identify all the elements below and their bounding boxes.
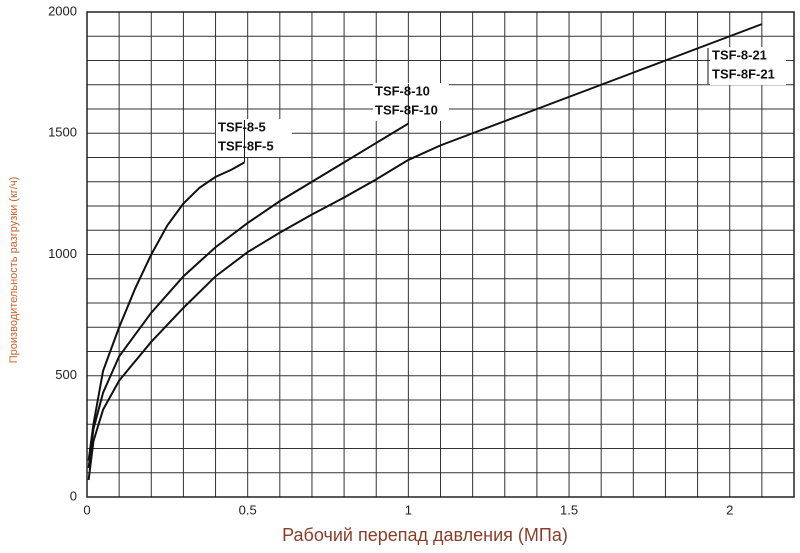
- y-tick-label: 1500: [48, 125, 77, 140]
- x-tick-label: 0.5: [239, 502, 257, 517]
- series-label: TSF-8F-5: [218, 138, 274, 153]
- y-tick-label: 1000: [48, 246, 77, 261]
- series-label: TSF-8-10: [375, 83, 430, 98]
- series-label: TSF-8F-21: [712, 66, 775, 81]
- series-line: [87, 161, 245, 461]
- series-label: TSF-8F-10: [375, 102, 438, 117]
- y-tick-label: 0: [70, 488, 77, 503]
- label-bg: [216, 119, 292, 157]
- x-tick-label: 2: [726, 502, 733, 517]
- plot-frame: [86, 11, 795, 498]
- label-bg: [373, 83, 449, 121]
- x-tick-label: 1.5: [560, 502, 578, 517]
- label-bg: [710, 47, 786, 85]
- series-label: TSF-8-21: [712, 47, 767, 62]
- x-axis-label: Рабочий перепад давления (МПа): [282, 525, 568, 545]
- y-axis-label: Производительность разгрузки (кг/ч): [8, 177, 20, 363]
- x-tick-label: 0: [83, 502, 90, 517]
- y-tick-label: 500: [55, 367, 77, 382]
- series-line: [87, 122, 409, 469]
- series-line: [87, 23, 763, 481]
- x-tick-label: 1: [405, 502, 412, 517]
- series-label: TSF-8-5: [218, 119, 266, 134]
- y-tick-label: 2000: [48, 3, 77, 18]
